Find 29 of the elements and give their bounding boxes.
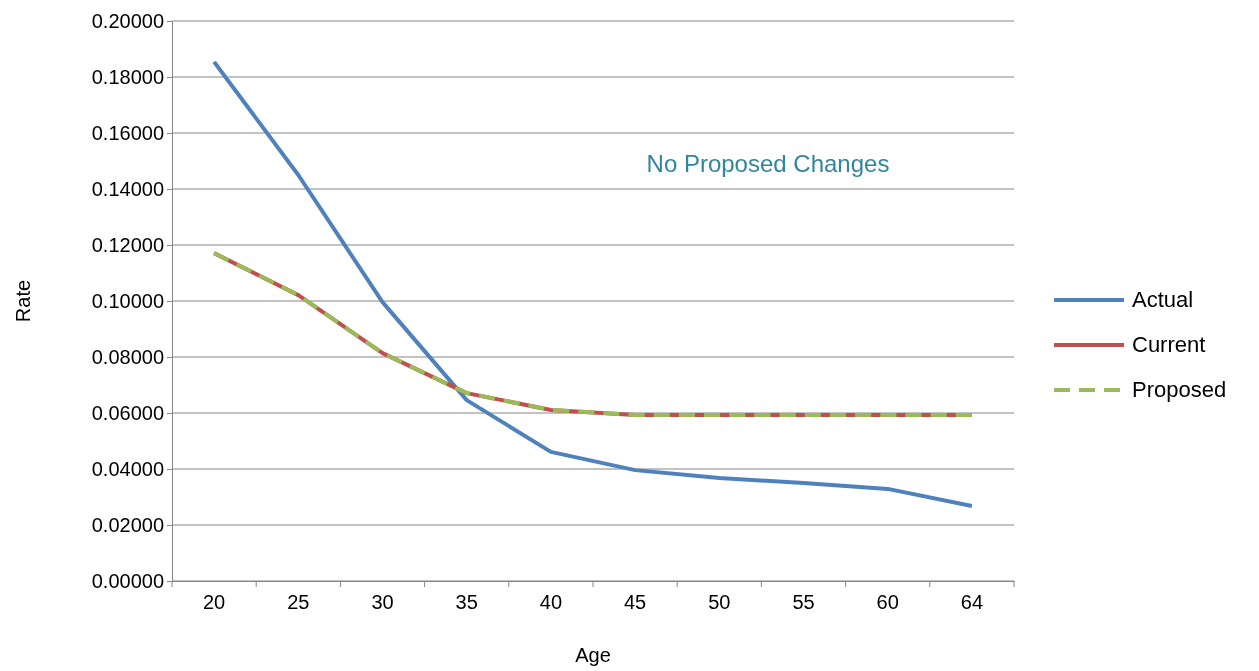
y-tick-label: 0.14000: [91, 177, 164, 200]
y-tick-label: 0.06000: [91, 401, 164, 424]
x-axis-title: Age: [575, 644, 611, 666]
x-tick-label: 20: [202, 591, 226, 614]
legend-label: Actual: [1132, 287, 1194, 312]
y-tick-label: 0.12000: [91, 233, 164, 256]
legend-label: Current: [1132, 332, 1206, 357]
y-tick-label: 0.20000: [91, 9, 164, 32]
x-tick-label: 64: [960, 591, 984, 614]
x-tick-label: 25: [287, 591, 310, 614]
x-tick-label: 55: [792, 591, 815, 614]
y-tick-label: 0.18000: [91, 65, 164, 88]
x-tick-label: 45: [623, 591, 647, 614]
legend-label: Proposed: [1132, 377, 1227, 402]
x-tick-label: 40: [539, 591, 563, 614]
y-tick-label: 0.16000: [91, 121, 164, 144]
annotation: No Proposed Changes: [646, 150, 890, 177]
y-tick-label: 0.00000: [91, 569, 164, 592]
y-axis-title: Rate: [12, 279, 34, 323]
line-series: [212, 59, 974, 508]
y-tick-label: 0.08000: [91, 345, 164, 368]
x-tick-label: 60: [876, 591, 899, 614]
y-tick-label: 0.10000: [91, 289, 164, 312]
line-series: [212, 251, 974, 417]
y-tick-label: 0.02000: [91, 513, 164, 536]
x-tick-label: 50: [708, 591, 731, 614]
x-tick-label: 30: [371, 591, 394, 614]
x-tick-label: 35: [455, 591, 478, 614]
y-tick-label: 0.04000: [91, 457, 164, 480]
